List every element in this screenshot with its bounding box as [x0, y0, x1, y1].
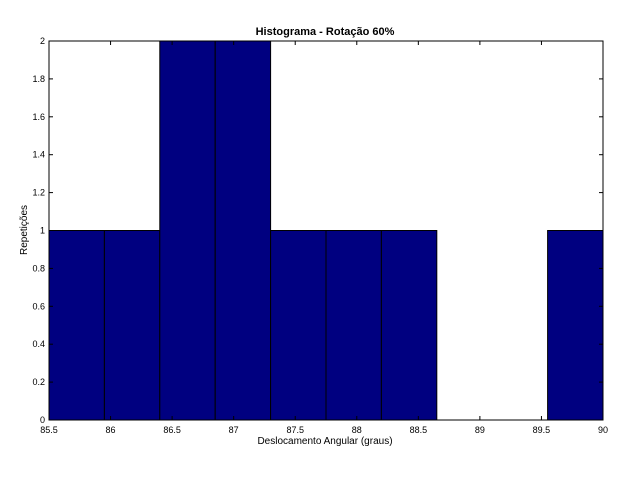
x-axis-ticks: 85.5 86 86.5 87 87.5 88 88.5 89 89.5 90 — [40, 41, 608, 435]
x-tick-label-5: 88 — [352, 425, 362, 435]
y-tick-label-9: 1.8 — [32, 74, 45, 84]
x-axis-label: Deslocamento Angular (graus) — [257, 436, 392, 447]
histogram-bar-9 — [547, 230, 604, 421]
y-tick-label-10: 2 — [40, 36, 45, 46]
y-tick-label-2: 0.4 — [32, 339, 45, 349]
x-tick-label-0: 85.5 — [40, 425, 58, 435]
y-tick-label-6: 1.2 — [32, 188, 45, 198]
histogram-bar-0 — [48, 230, 105, 421]
bars-group — [48, 40, 604, 421]
histogram-bar-6 — [380, 230, 438, 421]
y-tick-label-8: 1.6 — [32, 112, 45, 122]
chart-title: Histograma - Rotação 60% — [256, 26, 395, 38]
histogram-bar-5 — [325, 230, 382, 421]
histogram-bar-3 — [214, 40, 272, 421]
x-tick-label-1: 86 — [106, 425, 116, 435]
y-axis-label: Repetições — [19, 205, 30, 255]
y-tick-label-4: 0.8 — [32, 263, 45, 273]
histogram-bar-1 — [103, 230, 161, 421]
x-tick-label-7: 89 — [475, 425, 485, 435]
x-tick-label-6: 88.5 — [410, 425, 428, 435]
y-tick-label-3: 0.6 — [32, 301, 45, 311]
y-tick-label-1: 0.2 — [32, 377, 45, 387]
y-axis-ticks: 0 0.2 0.4 0.6 0.8 1 1.2 1.4 1.6 1.8 2 — [32, 36, 603, 425]
histogram-bar-4 — [270, 230, 327, 421]
x-tick-label-9: 90 — [598, 425, 608, 435]
histogram-bar-2 — [159, 40, 216, 421]
x-tick-label-2: 86.5 — [163, 425, 181, 435]
y-tick-label-5: 1 — [40, 226, 45, 236]
x-tick-label-8: 89.5 — [533, 425, 551, 435]
y-tick-label-7: 1.4 — [32, 150, 45, 160]
y-tick-label-0: 0 — [40, 415, 45, 425]
x-tick-label-4: 87.5 — [286, 425, 304, 435]
x-tick-label-3: 87 — [229, 425, 239, 435]
